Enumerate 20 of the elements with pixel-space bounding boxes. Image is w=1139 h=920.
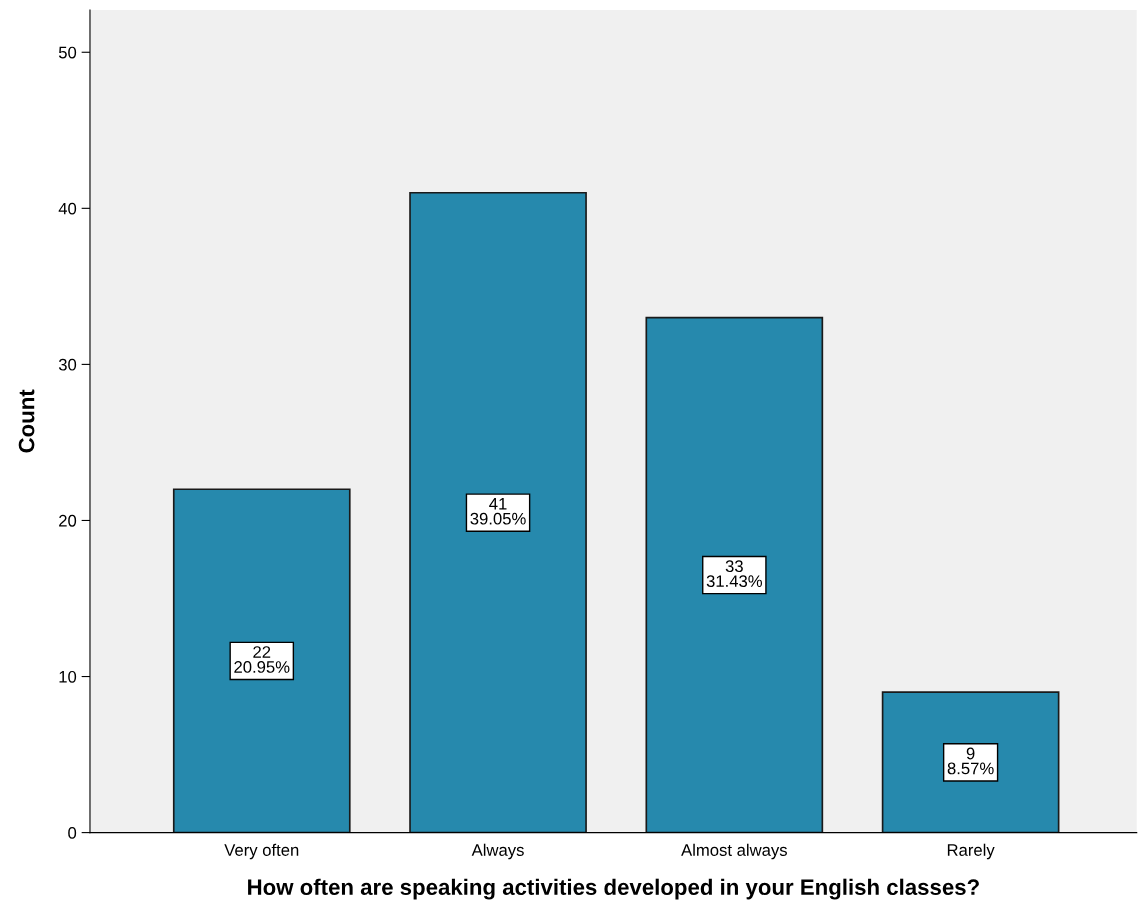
x-axis-title: How often are speaking activities developed in your English classes?: [248, 878, 979, 900]
y-tick-label: 10: [59, 670, 77, 683]
x-tick-label: Always: [471, 843, 524, 860]
bar: [645, 316, 824, 833]
y-tick-label: 50: [58, 46, 77, 59]
x-tick-label: Very often: [224, 843, 299, 860]
x-tick-label: Rarely: [947, 843, 995, 860]
data-label: 41 39.05%: [470, 498, 526, 525]
bar: [172, 488, 351, 833]
y-tick-label: 30: [58, 358, 77, 371]
data-label: 22 20.95%: [234, 646, 290, 673]
y-tick-label: 40: [58, 202, 77, 215]
y-axis-title: Count: [18, 389, 35, 453]
data-label: 9 8.57%: [947, 747, 994, 775]
bar: [881, 691, 1060, 833]
bar: [409, 191, 587, 833]
y-tick-label: 0: [68, 827, 77, 839]
data-label: 33 31.43%: [706, 560, 762, 588]
y-tick-label: 20: [59, 514, 77, 527]
x-tick-label: Almost always: [681, 843, 787, 860]
